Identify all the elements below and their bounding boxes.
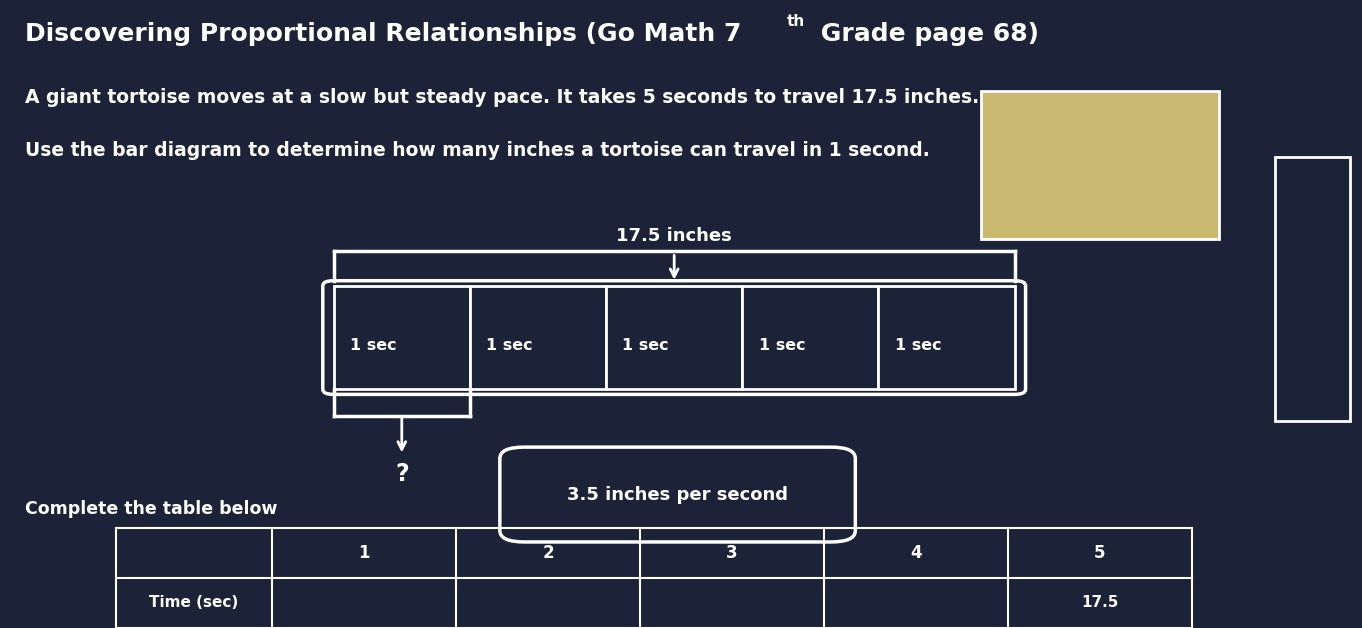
- Text: Discovering Proportional Relationships (Go Math 7: Discovering Proportional Relationships (…: [25, 22, 741, 46]
- Text: 1 sec: 1 sec: [622, 338, 669, 354]
- FancyBboxPatch shape: [500, 447, 855, 542]
- Text: 1: 1: [358, 544, 370, 561]
- Bar: [981, 91, 1219, 239]
- Bar: [334, 286, 470, 389]
- Bar: [606, 286, 742, 389]
- Text: Time (sec): Time (sec): [150, 595, 238, 610]
- Text: 5: 5: [1094, 544, 1106, 561]
- Bar: [878, 286, 1015, 389]
- FancyBboxPatch shape: [323, 281, 1026, 394]
- Bar: [1275, 157, 1350, 421]
- Text: A giant tortoise moves at a slow but steady pace. It takes 5 seconds to travel 1: A giant tortoise moves at a slow but ste…: [25, 88, 979, 107]
- Bar: [742, 286, 878, 389]
- Text: 17.5: 17.5: [1081, 595, 1118, 610]
- Text: 1 sec: 1 sec: [895, 338, 941, 354]
- Bar: [470, 286, 606, 389]
- Text: 2: 2: [542, 544, 554, 561]
- Bar: [981, 91, 1219, 239]
- Text: ?: ?: [395, 462, 409, 485]
- Text: 1 sec: 1 sec: [350, 338, 396, 354]
- Text: th: th: [787, 14, 805, 29]
- Text: Grade page 68): Grade page 68): [812, 22, 1039, 46]
- Text: Use the bar diagram to determine how many inches a tortoise can travel in 1 seco: Use the bar diagram to determine how man…: [25, 141, 929, 160]
- Text: 1 sec: 1 sec: [759, 338, 805, 354]
- Text: 4: 4: [910, 544, 922, 561]
- Text: 3: 3: [726, 544, 738, 561]
- Text: 3.5 inches per second: 3.5 inches per second: [567, 485, 789, 504]
- Text: 17.5 inches: 17.5 inches: [617, 227, 731, 245]
- Text: 1 sec: 1 sec: [486, 338, 533, 354]
- Text: Complete the table below: Complete the table below: [25, 500, 276, 518]
